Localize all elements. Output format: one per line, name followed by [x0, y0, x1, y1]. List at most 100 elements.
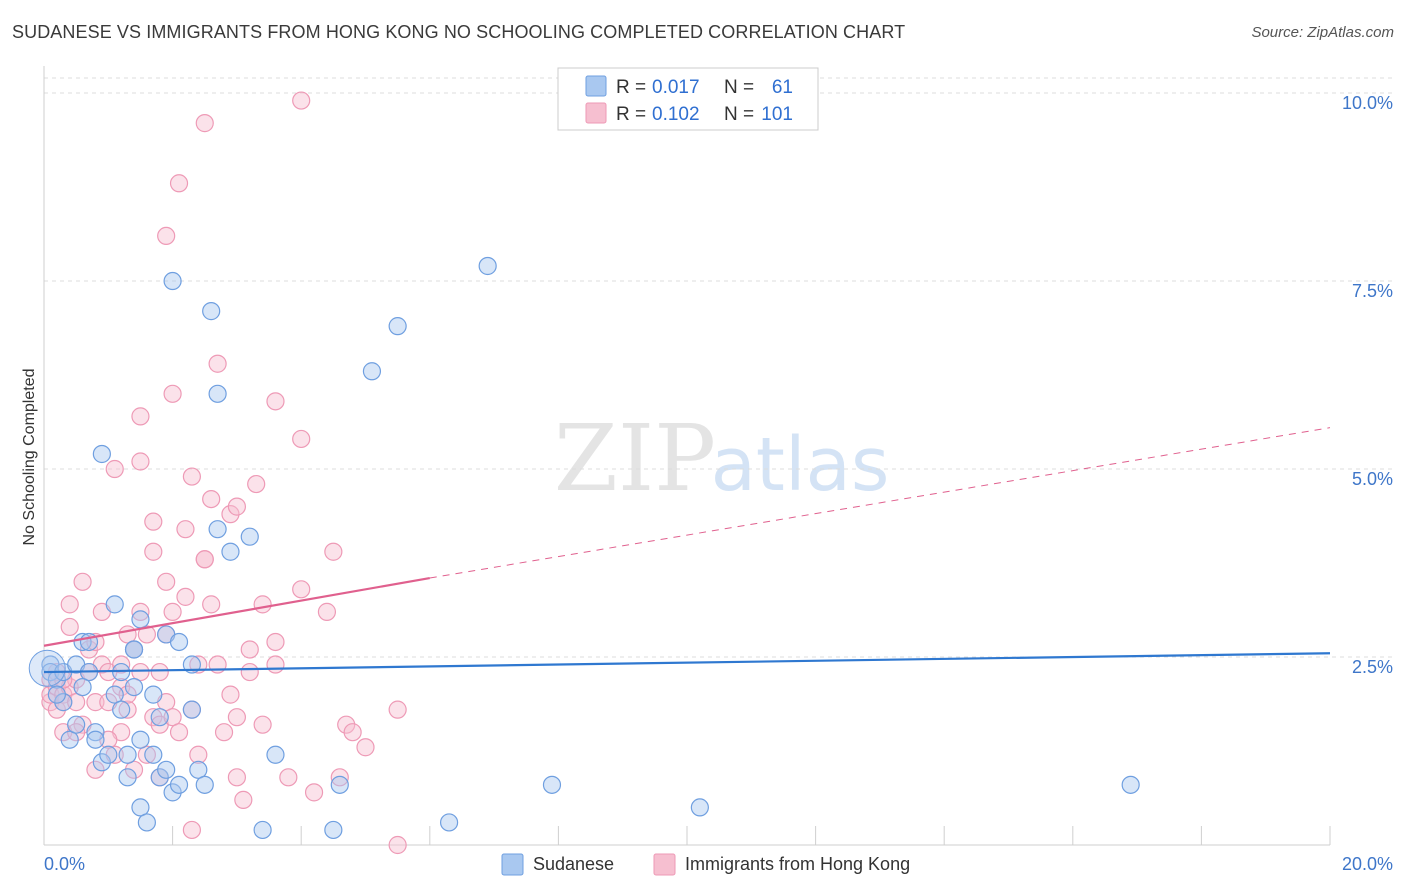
sudanese-point — [86, 730, 105, 749]
hk-point — [240, 640, 259, 659]
sudanese-point — [105, 595, 124, 614]
hk-trend-line — [429, 427, 1331, 579]
hk-point — [214, 723, 234, 742]
hk-point — [292, 91, 311, 110]
hk-point — [163, 708, 182, 727]
sudanese-point — [478, 256, 497, 276]
hk-point — [227, 708, 246, 727]
sudanese-point — [221, 542, 240, 561]
sudanese-point — [189, 760, 208, 779]
sudanese-point — [124, 640, 144, 659]
sudanese-point — [266, 745, 285, 764]
watermark-atlas: atlas — [711, 422, 890, 508]
hk-point — [266, 632, 285, 652]
sudanese-trend-line — [43, 652, 1331, 674]
sudanese-point — [253, 820, 272, 840]
hk-point — [356, 738, 375, 757]
sudanese-point — [144, 745, 163, 764]
bottom-legend-swatch-sudanese — [501, 853, 524, 876]
sudanese-point — [202, 302, 221, 321]
hk-point — [67, 693, 86, 712]
sudanese-point — [144, 685, 163, 704]
sudanese-point — [99, 745, 118, 764]
sudanese-point — [86, 723, 105, 742]
hk-point — [150, 662, 169, 682]
sudanese-point — [388, 317, 407, 336]
legend-n-label-1: N = — [724, 104, 754, 125]
legend-n-value-sudanese: 61 — [772, 77, 793, 98]
hk-point — [304, 783, 324, 802]
bottom-legend-label-hk: Immigrants from Hong Kong — [685, 854, 910, 874]
sudanese-point — [67, 715, 86, 734]
sudanese-point — [439, 813, 459, 832]
hk-point — [292, 580, 311, 599]
hk-point — [202, 489, 221, 509]
hk-point — [176, 520, 195, 539]
sudanese-point — [195, 775, 214, 794]
hk-point — [131, 452, 150, 471]
watermark-zip: ZIP — [554, 405, 716, 512]
hk-point — [144, 542, 163, 561]
hk-point — [343, 723, 362, 742]
legend-r-label-1: R = — [616, 104, 646, 125]
legend-r-value-sudanese: 0.017 — [652, 77, 700, 98]
sudanese-point — [163, 271, 182, 291]
gridlines — [44, 77, 1395, 658]
hk-point — [124, 760, 144, 779]
hk-point — [47, 677, 66, 697]
hk-point — [169, 174, 189, 193]
hk-point — [195, 550, 214, 569]
sudanese-point — [118, 768, 137, 787]
sudanese-point — [324, 820, 343, 840]
hk-point — [337, 715, 356, 734]
sudanese-point — [112, 700, 131, 719]
hk-point — [317, 602, 337, 621]
hk-point — [330, 768, 349, 787]
y-tick-labels: 2.5% 5.0% 7.5% 10.0% — [1342, 93, 1393, 677]
hk-point — [388, 700, 407, 719]
hk-point — [157, 572, 176, 591]
sudanese-cluster-point — [28, 649, 66, 687]
hk-point — [144, 708, 163, 727]
hk-point — [253, 715, 272, 734]
sudanese-point — [157, 760, 176, 779]
legend-r-value-hk: 0.102 — [652, 104, 700, 125]
trend-lines — [43, 427, 1331, 674]
sudanese-point — [124, 677, 144, 697]
hk-point — [189, 745, 208, 764]
sudanese-point — [73, 677, 92, 697]
sudanese-point — [542, 775, 562, 794]
hk-point — [112, 655, 131, 674]
correlation-legend: R = 0.017 N = 61 R = 0.102 N = 101 — [557, 67, 819, 131]
sudanese-point — [169, 775, 189, 794]
sudanese-point — [105, 685, 124, 704]
hk-point — [137, 625, 156, 644]
y-tick-label: 7.5% — [1352, 281, 1393, 301]
hk-point — [227, 768, 246, 787]
hk-point — [247, 474, 266, 494]
x-tick-label-max: 20.0% — [1342, 854, 1393, 874]
hk-point — [388, 835, 407, 855]
legend-swatch-sudanese — [585, 75, 607, 97]
series-legend: Sudanese Immigrants from Hong Kong — [501, 853, 910, 876]
hk-point — [118, 700, 137, 719]
hk-point — [163, 602, 182, 621]
hk-point — [157, 226, 176, 246]
sudanese-point — [92, 444, 111, 464]
hk-point — [182, 467, 201, 486]
sudanese-point — [118, 745, 137, 764]
hk-point — [221, 505, 240, 524]
hk-point — [144, 512, 163, 531]
y-tick-label: 5.0% — [1352, 469, 1393, 489]
bottom-legend-swatch-hk — [653, 853, 676, 876]
hk-point — [105, 459, 124, 479]
legend-n-value-hk: 101 — [761, 104, 793, 125]
hk-point — [279, 768, 298, 787]
sudanese-point — [169, 632, 189, 652]
sudanese-point — [150, 708, 169, 727]
hk-point — [292, 429, 311, 449]
hk-point — [266, 392, 285, 411]
hk-trend-line — [43, 576, 430, 647]
sudanese-point — [60, 730, 79, 749]
